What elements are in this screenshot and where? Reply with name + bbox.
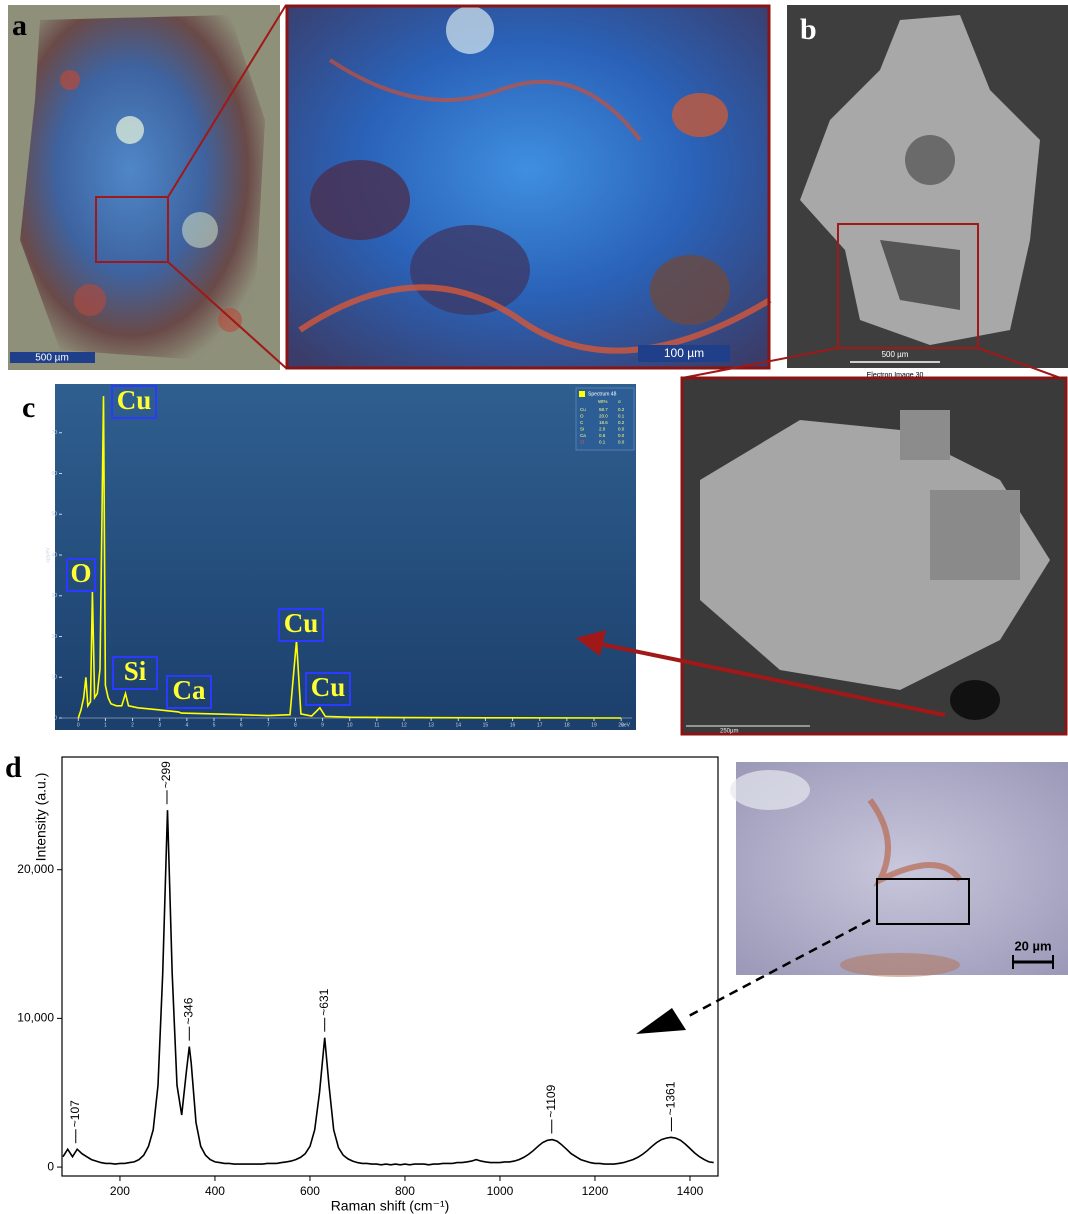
legend-cell: 2.0 bbox=[599, 427, 606, 432]
peak-label: Ca bbox=[173, 675, 206, 705]
y-tick-label: 0 bbox=[54, 715, 57, 721]
legend-cell: 0.0 bbox=[618, 427, 625, 432]
x-tick-label: 400 bbox=[205, 1184, 225, 1198]
legend-cell: 58.7 bbox=[599, 407, 608, 412]
peak-label: ~107 bbox=[68, 1100, 82, 1127]
legend-cell: 0.2 bbox=[618, 407, 625, 412]
y-tick-label: 40 bbox=[51, 552, 57, 558]
micrograph-d bbox=[636, 762, 1068, 1034]
peak-label: ~1109 bbox=[544, 1084, 558, 1117]
x-tick-label: 2 bbox=[131, 722, 134, 728]
x-tick-label: 8 bbox=[294, 722, 297, 728]
legend-cell: 20.0 bbox=[599, 414, 608, 419]
micrograph-b-zoom bbox=[682, 378, 1066, 734]
legend-cell: 0.1 bbox=[599, 440, 606, 445]
micrograph-a bbox=[8, 5, 286, 370]
panel-label: b bbox=[800, 13, 817, 46]
x-tick-label: 3 bbox=[158, 722, 161, 728]
peak-label: ~631 bbox=[317, 988, 331, 1015]
legend-cell: 18.6 bbox=[599, 420, 608, 425]
legend-cell: Cl bbox=[580, 440, 584, 445]
peak-label: O bbox=[70, 558, 91, 588]
peak-label: Cu bbox=[117, 385, 152, 415]
legend-cell: 0.2 bbox=[618, 420, 625, 425]
y-tick-label: 0 bbox=[47, 1159, 54, 1173]
peak-label: Cu bbox=[311, 672, 346, 702]
x-tick-label: 4 bbox=[185, 722, 188, 728]
x-tick-label: 1400 bbox=[677, 1184, 704, 1198]
legend-cell: Ca bbox=[580, 433, 586, 438]
micrograph-a-zoom bbox=[287, 6, 770, 368]
y-tick-label: 10,000 bbox=[17, 1011, 54, 1025]
x-tick-label: 11 bbox=[374, 722, 379, 728]
panel-label: d bbox=[5, 751, 22, 784]
x-tick-label: 12 bbox=[401, 722, 407, 728]
x-axis-label: Raman shift (cm⁻¹) bbox=[331, 1198, 450, 1214]
scale-bar-label: 100 µm bbox=[664, 346, 704, 360]
peak-label: Cu bbox=[284, 608, 319, 638]
x-tick-label: 200 bbox=[110, 1184, 130, 1198]
y-tick-label: 70 bbox=[51, 430, 57, 436]
x-axis-label: keV bbox=[621, 722, 630, 728]
x-tick-label: 17 bbox=[537, 722, 543, 728]
peak-label: Si bbox=[124, 656, 147, 686]
y-tick-label: 30 bbox=[51, 593, 57, 599]
x-tick-label: 6 bbox=[240, 722, 243, 728]
x-tick-label: 10 bbox=[347, 722, 353, 728]
x-tick-label: 15 bbox=[483, 722, 489, 728]
x-tick-label: 1000 bbox=[487, 1184, 514, 1198]
x-tick-label: 7 bbox=[267, 722, 270, 728]
y-axis-label: Intensity (a.u.) bbox=[33, 773, 49, 862]
legend-cell: Si bbox=[580, 427, 584, 432]
x-tick-label: 5 bbox=[213, 722, 216, 728]
legend-header: σ bbox=[618, 399, 621, 404]
peak-label: ~1361 bbox=[664, 1081, 678, 1115]
legend-cell: 0.0 bbox=[618, 440, 625, 445]
x-tick-label: 9 bbox=[321, 722, 324, 728]
page: a 500 µm 100 µm b 500 µm Electron Image … bbox=[0, 0, 1068, 1214]
legend-cell: O bbox=[580, 414, 584, 419]
x-tick-label: 0 bbox=[77, 722, 80, 728]
x-tick-label: 600 bbox=[300, 1184, 320, 1198]
x-tick-label: 18 bbox=[564, 722, 570, 728]
legend-cell: 0.6 bbox=[599, 433, 606, 438]
scale-bar-label: 20 µm bbox=[1014, 938, 1051, 953]
scale-bar-label: 500 µm bbox=[35, 353, 69, 364]
figure: a 500 µm 100 µm b 500 µm Electron Image … bbox=[0, 0, 1068, 1214]
legend-cell: 0.1 bbox=[618, 414, 625, 419]
y-tick-label: 60 bbox=[51, 471, 57, 477]
y-tick-label: 50 bbox=[51, 512, 57, 518]
x-tick-label: 1 bbox=[104, 722, 107, 728]
spectrum-line bbox=[63, 810, 714, 1165]
y-tick-label: 20,000 bbox=[17, 862, 54, 876]
x-tick-label: 16 bbox=[510, 722, 516, 728]
x-tick-label: 14 bbox=[456, 722, 462, 728]
x-tick-label: 1200 bbox=[582, 1184, 609, 1198]
legend-title: Spectrum 48 bbox=[588, 391, 617, 397]
legend-header: Wt% bbox=[598, 399, 608, 404]
x-tick-label: 13 bbox=[428, 722, 434, 728]
y-axis-label: cps/eV bbox=[45, 547, 51, 563]
peak-label: ~346 bbox=[181, 997, 195, 1024]
legend-cell: Cu bbox=[580, 407, 586, 412]
y-tick-label: 20 bbox=[51, 634, 57, 640]
plot-frame bbox=[62, 757, 718, 1176]
peak-label: ~299 bbox=[159, 761, 173, 788]
x-tick-label: 800 bbox=[395, 1184, 415, 1198]
panel-label: a bbox=[12, 9, 27, 42]
panel-label: c bbox=[22, 391, 35, 424]
scale-bar-label: 250µm bbox=[720, 729, 738, 735]
x-tick-label: 19 bbox=[591, 722, 597, 728]
y-tick-label: 10 bbox=[51, 675, 57, 681]
legend-cell: 0.0 bbox=[618, 433, 625, 438]
scale-bar-label: 500 µm bbox=[882, 350, 909, 359]
